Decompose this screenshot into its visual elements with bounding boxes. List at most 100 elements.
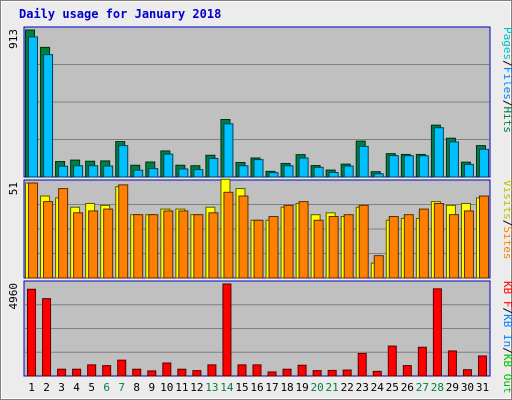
bar-files-day-15 — [238, 165, 249, 178]
bar-files-day-7 — [118, 145, 129, 178]
legend-label: Files — [501, 67, 512, 100]
legend-label: / — [501, 220, 512, 227]
right-legend-1: Pages/Files/Hits — [501, 27, 512, 133]
bar-files-day-24 — [373, 173, 384, 178]
x-tick-label-day-24: 24 — [371, 381, 385, 394]
bar-files-day-6 — [103, 165, 114, 178]
bar-files-day-13 — [208, 157, 219, 178]
bar-kbytes-day-31 — [477, 355, 487, 377]
bar-files-day-21 — [328, 171, 339, 178]
bar-sites-day-10 — [163, 210, 174, 279]
bar-files-day-30 — [463, 163, 474, 178]
x-tick-label-day-3: 3 — [58, 381, 65, 394]
legend-label: KB In — [501, 314, 512, 347]
bar-sites-day-22 — [343, 214, 354, 279]
bar-files-day-25 — [388, 155, 399, 178]
bar-kbytes-day-26 — [402, 365, 412, 377]
bar-files-day-28 — [433, 127, 444, 178]
bar-sites-day-31 — [478, 195, 489, 279]
bar-files-day-19 — [298, 157, 309, 178]
bar-kbytes-day-28 — [432, 288, 442, 377]
bar-files-day-11 — [178, 168, 189, 178]
legend-label: KB F — [501, 281, 512, 308]
x-tick-label-day-8: 8 — [133, 381, 140, 394]
bar-kbytes-day-22 — [342, 369, 352, 377]
bar-sites-day-2 — [43, 201, 54, 279]
bar-sites-day-19 — [298, 201, 309, 279]
bar-files-day-14 — [223, 123, 234, 178]
bar-sites-day-4 — [73, 212, 84, 279]
bar-sites-day-6 — [103, 208, 114, 279]
bar-sites-day-20 — [313, 219, 324, 279]
bar-kbytes-day-18 — [282, 368, 292, 377]
bar-sites-day-29 — [448, 214, 459, 279]
bar-kbytes-day-6 — [102, 365, 112, 377]
panel-volume-max-label: 4960 — [7, 283, 20, 310]
bar-sites-day-5 — [88, 210, 99, 279]
bar-files-day-12 — [193, 169, 204, 178]
bar-kbytes-day-24 — [372, 370, 382, 377]
bar-kbytes-day-23 — [357, 352, 367, 377]
bar-sites-day-28 — [433, 202, 444, 279]
x-tick-label-day-27: 27 — [416, 381, 429, 394]
x-tick-label-day-29: 29 — [446, 381, 459, 394]
bar-files-day-27 — [418, 155, 429, 178]
bar-files-day-2 — [43, 54, 54, 178]
bar-kbytes-day-11 — [177, 368, 187, 377]
bar-kbytes-day-2 — [42, 298, 52, 377]
bar-sites-day-1 — [28, 182, 39, 279]
bar-kbytes-day-5 — [87, 364, 97, 377]
legend-label: / — [501, 100, 512, 107]
bar-files-day-4 — [73, 165, 84, 178]
bar-kbytes-day-20 — [312, 370, 322, 377]
bar-files-day-1 — [28, 36, 39, 178]
bar-kbytes-day-9 — [147, 370, 157, 377]
x-tick-label-day-11: 11 — [175, 381, 188, 394]
legend-label: / — [501, 347, 512, 354]
legend-label: / — [501, 60, 512, 67]
x-tick-label-day-2: 2 — [43, 381, 50, 394]
legend-label: Visits — [501, 180, 512, 220]
x-tick-label-day-23: 23 — [356, 381, 369, 394]
x-tick-label-day-4: 4 — [73, 381, 80, 394]
x-tick-label-day-30: 30 — [461, 381, 474, 394]
bar-files-day-9 — [148, 168, 159, 178]
x-tick-label-day-16: 16 — [250, 381, 263, 394]
bar-kbytes-day-19 — [297, 364, 307, 377]
legend-label: KB Out — [501, 354, 512, 394]
right-legend-3: KB F/KB In/KB Out — [501, 281, 512, 394]
bar-files-day-23 — [358, 145, 369, 178]
bar-kbytes-day-8 — [132, 368, 142, 377]
bar-sites-day-21 — [328, 216, 339, 279]
x-tick-label-day-28: 28 — [431, 381, 444, 394]
x-tick-label-day-19: 19 — [295, 381, 308, 394]
bar-kbytes-day-25 — [387, 345, 397, 377]
legend-label: / — [501, 308, 512, 315]
bar-kbytes-day-13 — [207, 364, 217, 377]
x-tick-label-day-22: 22 — [341, 381, 354, 394]
x-tick-label-day-14: 14 — [220, 381, 234, 394]
chart-title: Daily usage for January 2018 — [19, 7, 222, 21]
bar-sites-day-23 — [358, 204, 369, 279]
x-tick-label-day-31: 31 — [476, 381, 489, 394]
bar-sites-day-8 — [133, 214, 144, 279]
bar-files-day-3 — [58, 165, 69, 178]
bar-sites-day-12 — [193, 214, 204, 279]
bar-kbytes-day-21 — [327, 369, 337, 377]
bar-files-day-16 — [253, 159, 264, 178]
x-tick-label-day-12: 12 — [190, 381, 203, 394]
bar-sites-day-16 — [253, 219, 264, 279]
bar-files-day-22 — [343, 165, 354, 178]
bar-sites-day-17 — [268, 216, 279, 279]
bar-sites-day-18 — [283, 204, 294, 279]
bar-sites-day-9 — [148, 214, 159, 279]
x-tick-label-day-10: 10 — [160, 381, 173, 394]
bar-files-day-29 — [448, 141, 459, 178]
legend-label: Sites — [501, 226, 512, 259]
bar-sites-day-15 — [238, 195, 249, 279]
bar-sites-day-27 — [418, 208, 429, 279]
x-tick-label-day-25: 25 — [386, 381, 399, 394]
